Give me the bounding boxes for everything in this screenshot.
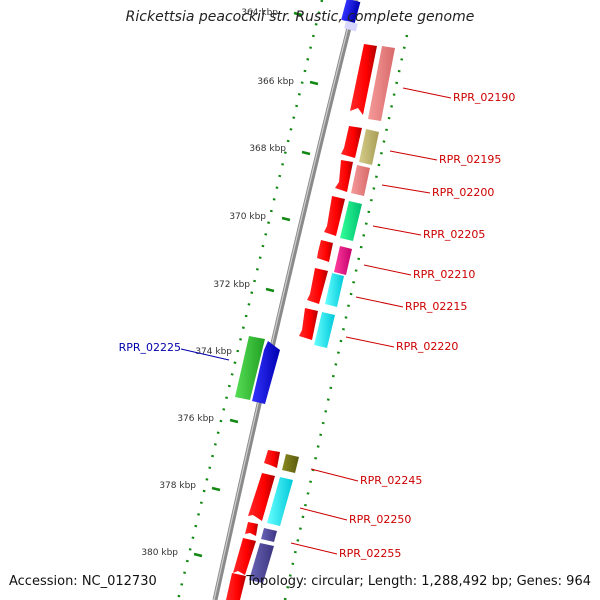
gene-label-RPR_02245[interactable]: RPR_02245: [360, 474, 422, 487]
gene-label-RPR_02200[interactable]: RPR_02200: [432, 186, 494, 199]
gene-RPR_02190-partner[interactable]: [368, 46, 395, 121]
gene-RPR_02255-partner[interactable]: [249, 543, 274, 583]
gene-RPR_02255-arrow[interactable]: [233, 538, 256, 575]
callout-line: [381, 184, 431, 194]
callout-line: [355, 296, 404, 308]
tick-label: 370 kbp: [229, 212, 266, 222]
tick-group: 364 kbp 366 kbp 368 kbp 370 kbp 372 kbp 374 k…: [141, 8, 319, 558]
gene-RPR_02205-arrow[interactable]: [324, 196, 345, 236]
outer-dotted-ring: [283, 34, 409, 600]
gene-label-callouts: RPR_02190 RPR_02195 RPR_02200 RPR_02205 RPR_…: [119, 87, 515, 560]
gene-RPR_02205-partner[interactable]: [340, 201, 362, 241]
gene-RPR_02250-partner[interactable]: [267, 477, 293, 526]
gene-RPR_02225-partner[interactable]: [235, 336, 265, 400]
gene-RPR_02195-partner[interactable]: [359, 129, 379, 165]
tick-label: 380 kbp: [141, 548, 178, 558]
tick-label: 372 kbp: [213, 280, 250, 290]
gene-label-RPR_02215[interactable]: RPR_02215: [405, 300, 467, 313]
gene-bottom-partial[interactable]: [226, 573, 246, 600]
topology-label: Topology: circular; Length: 1,288,492 bp…: [246, 574, 591, 589]
tick-label: 374 kbp: [195, 347, 232, 357]
gene-arrow-top-pale[interactable]: [344, 20, 358, 32]
callout-line: [345, 336, 395, 348]
callout-line: [389, 150, 438, 161]
gene-arrow-top-blue[interactable]: [341, 0, 361, 24]
gene-RPR_02220-partner[interactable]: [314, 312, 335, 348]
gene-label-RPR_02255[interactable]: RPR_02255: [339, 547, 401, 560]
gene-RPR_02245-partner[interactable]: [282, 454, 299, 473]
tick-mark: [265, 287, 275, 293]
gene-RPR_02245-arrow[interactable]: [264, 450, 280, 468]
gene-RPR_02215-partner[interactable]: [325, 273, 344, 307]
callout-line: [402, 87, 452, 99]
gene-RPR_02200-arrow[interactable]: [335, 160, 353, 192]
gene-label-RPR_02195[interactable]: RPR_02195: [439, 153, 501, 166]
callout-line: [372, 225, 422, 236]
accession-label: Accession: NC_012730: [9, 574, 157, 589]
callout-line: [290, 542, 338, 555]
callout-line: [363, 264, 412, 276]
tick-mark: [301, 150, 311, 156]
gene-label-RPR_02220[interactable]: RPR_02220: [396, 340, 458, 353]
gene-RPR_02250-arrow[interactable]: [248, 473, 275, 521]
tick-label: 378 kbp: [159, 481, 196, 491]
gene-label-RPR_02210[interactable]: RPR_02210: [413, 268, 475, 281]
tick-label: 376 kbp: [177, 414, 214, 424]
gene-RPR_02210-arrow[interactable]: [317, 240, 333, 262]
genome-backbone: [212, 0, 359, 600]
tick-label: 368 kbp: [249, 144, 286, 154]
gene-RPR_02220-arrow[interactable]: [299, 308, 318, 340]
tick-mark: [281, 216, 291, 222]
tick-mark: [229, 418, 239, 424]
gene-RPR_02255-partner-small[interactable]: [261, 528, 277, 542]
gene-RPR_02200-partner[interactable]: [351, 165, 370, 196]
gene-shapes: [226, 44, 395, 600]
callout-line: [299, 507, 348, 521]
gene-label-RPR_02225[interactable]: RPR_02225: [119, 341, 181, 354]
gene-RPR_02195-arrow[interactable]: [341, 126, 362, 158]
tick-mark: [193, 552, 203, 558]
gene-label-RPR_02190[interactable]: RPR_02190: [453, 91, 515, 104]
tick-label: 366 kbp: [257, 77, 294, 87]
gene-RPR_02255-arrow-small[interactable]: [245, 522, 258, 536]
gene-label-RPR_02205[interactable]: RPR_02205: [423, 228, 485, 241]
tick-mark: [211, 486, 221, 492]
gene-RPR_02225-arrow[interactable]: [252, 341, 280, 404]
gene-RPR_02215-arrow[interactable]: [307, 268, 328, 304]
gene-RPR_02190-arrow[interactable]: [350, 44, 377, 115]
callout-line: [180, 348, 230, 361]
genome-backbone-highlight: [213, 0, 356, 600]
tick-mark: [309, 80, 319, 86]
tick-mark: [293, 11, 303, 17]
callout-line: [310, 468, 359, 482]
tick-label: 364 kbp: [241, 8, 278, 18]
gene-label-RPR_02250[interactable]: RPR_02250: [349, 513, 411, 526]
gene-RPR_02210-partner[interactable]: [334, 246, 352, 275]
map-title: Rickettsia peacockii str. Rustic, comple…: [125, 9, 475, 25]
